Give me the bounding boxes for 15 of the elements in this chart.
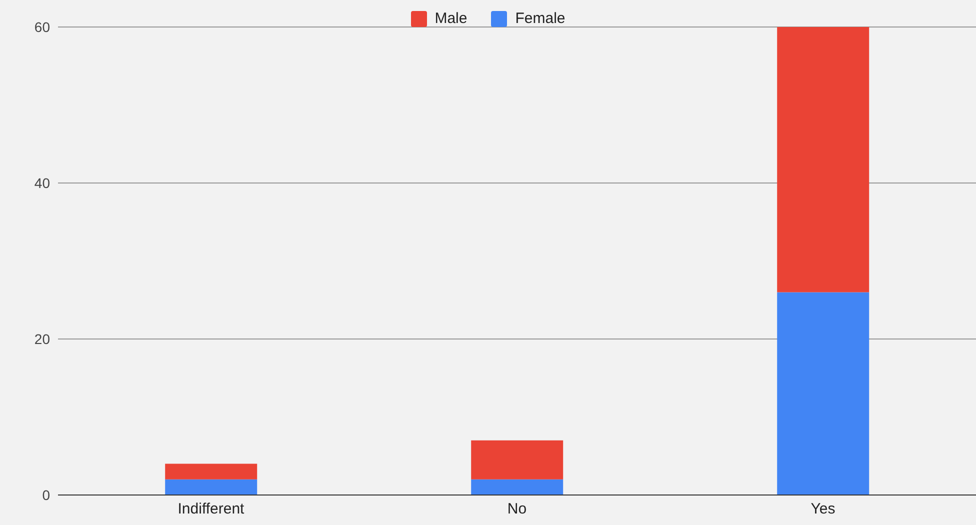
bar — [471, 479, 564, 495]
bar — [777, 292, 870, 495]
bar — [777, 27, 870, 292]
bar — [165, 464, 258, 480]
legend-label: Male — [434, 10, 468, 27]
legend-label: Female — [514, 10, 566, 27]
x-tick-label: No — [507, 500, 527, 518]
bar — [471, 440, 564, 480]
y-tick-label: 20 — [34, 330, 50, 347]
y-tick-label: 40 — [34, 174, 50, 191]
x-tick-label: Indifferent — [178, 500, 246, 518]
bar — [165, 479, 258, 495]
y-tick-label: 0 — [42, 486, 50, 503]
x-tick-label: Yes — [810, 500, 836, 518]
y-tick-label: 60 — [34, 18, 50, 35]
